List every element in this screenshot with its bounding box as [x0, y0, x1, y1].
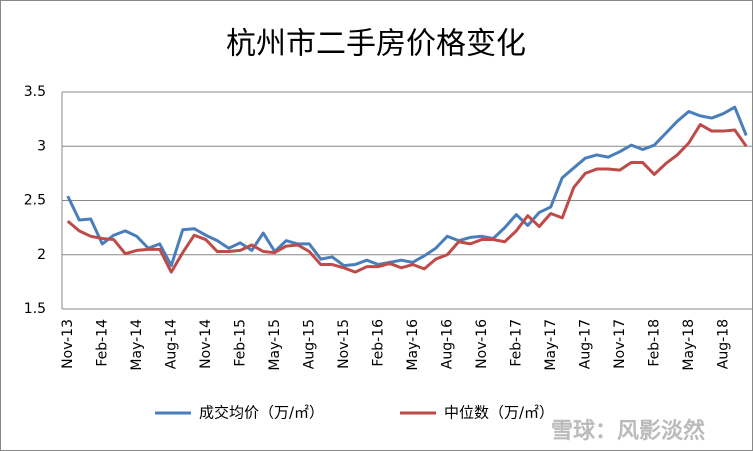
x-tick-label: Nov-14	[198, 319, 214, 369]
x-tick-label: Aug-15	[301, 319, 317, 369]
y-tick-label: 3	[37, 138, 46, 154]
x-tick-label: May-16	[405, 319, 421, 371]
watermark: 雪球：风影淡然	[551, 418, 705, 444]
legend-label: 成交均价（万/㎡）	[199, 404, 324, 422]
x-tick-label: Feb-18	[646, 319, 662, 367]
legend-label: 中位数（万/㎡）	[444, 404, 554, 422]
x-tick-label: Nov-15	[336, 319, 352, 369]
x-tick-label: Aug-18	[715, 319, 731, 369]
y-tick-label: 2	[37, 247, 46, 263]
x-tick-label: Nov-17	[612, 319, 628, 369]
x-tick-label: Feb-17	[508, 319, 524, 367]
x-tick-label: Feb-14	[94, 319, 110, 367]
x-tick-label: May-18	[681, 319, 697, 371]
x-tick-label: Aug-17	[577, 319, 593, 369]
x-tick-label: Aug-14	[163, 319, 179, 369]
x-tick-label: Nov-13	[60, 319, 76, 369]
x-tick-label: Feb-16	[370, 319, 386, 367]
line-series	[66, 123, 748, 274]
x-tick-label: May-15	[267, 319, 283, 371]
x-tick-label: Feb-15	[232, 319, 248, 367]
y-tick-label: 1.5	[24, 301, 46, 317]
y-tick-label: 2.5	[24, 193, 46, 209]
x-tick-label: May-14	[129, 319, 145, 371]
line-series	[66, 105, 748, 268]
y-tick-label: 3.5	[24, 84, 46, 100]
x-tick-label: Aug-16	[439, 319, 455, 369]
chart-title: 杭州市二手房价格变化	[226, 27, 526, 62]
x-tick-label: May-17	[543, 319, 559, 371]
x-tick-label: Nov-16	[474, 319, 490, 369]
